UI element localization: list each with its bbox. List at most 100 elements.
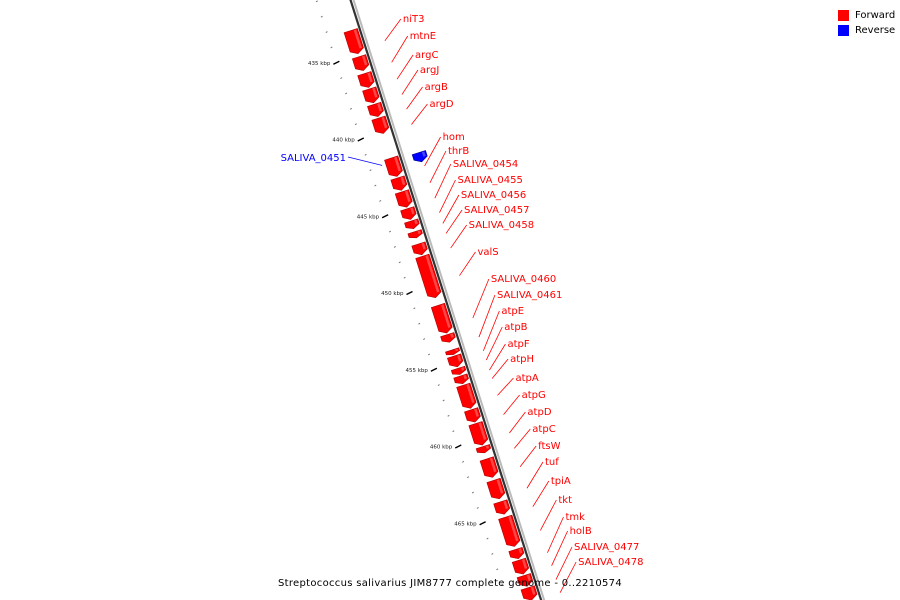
forward-gene[interactable] (351, 54, 370, 73)
minor-tick (364, 153, 367, 156)
forward-gene[interactable] (440, 332, 457, 344)
label-leader (519, 445, 537, 468)
forward-gene[interactable] (430, 302, 453, 335)
gene-label[interactable]: hom (443, 132, 465, 143)
gene-highlight (521, 559, 528, 569)
gene-body (411, 241, 428, 256)
gene-label[interactable]: atpG (522, 390, 546, 401)
forward-gene[interactable] (468, 421, 489, 447)
forward-gene[interactable] (486, 477, 506, 501)
legend: Forward Reverse (838, 8, 895, 38)
forward-gene[interactable] (493, 499, 511, 517)
forward-gene[interactable] (464, 407, 481, 425)
gene-label[interactable]: atpB (504, 322, 527, 333)
gene-label[interactable]: SALIVA_0477 (574, 542, 639, 553)
label-leader (555, 546, 573, 580)
forward-gene[interactable] (367, 101, 384, 119)
backbone-shadow (352, 0, 546, 600)
forward-gene[interactable] (475, 444, 492, 455)
gene-label[interactable]: SALIVA_0460 (491, 274, 556, 285)
gene-body (453, 373, 469, 384)
gene-body (447, 353, 464, 368)
gene-label[interactable]: tmk (565, 512, 585, 523)
forward-gene[interactable] (371, 115, 390, 136)
gene-label[interactable]: atpC (532, 424, 555, 435)
minor-tick (379, 199, 382, 202)
gene-label[interactable]: SALIVA_0454 (453, 159, 518, 170)
gene-label[interactable]: SALIVA_0455 (457, 175, 522, 186)
forward-gene[interactable] (447, 353, 464, 369)
gene-label[interactable]: tpiA (551, 476, 571, 487)
forward-gene[interactable] (445, 347, 461, 357)
gene-label[interactable]: tuf (545, 457, 559, 468)
gene-label[interactable]: niT3 (403, 14, 425, 25)
label-leader (450, 224, 468, 249)
forward-gene[interactable] (407, 229, 423, 240)
gene-highlight (503, 500, 509, 509)
forward-gene[interactable] (394, 189, 413, 210)
major-tick (406, 290, 413, 296)
gene-highlight (485, 445, 490, 449)
forward-gene[interactable] (450, 365, 467, 376)
gene-label[interactable]: valS (477, 247, 498, 258)
gene-label[interactable]: SALIVA_0461 (497, 290, 562, 301)
label-leader (424, 136, 441, 167)
forward-gene[interactable] (508, 546, 525, 560)
gene-label[interactable]: argD (429, 99, 453, 110)
forward-gene[interactable] (357, 71, 376, 89)
minor-tick (447, 414, 450, 417)
gene-label[interactable]: SALIVA_0451 (281, 153, 346, 164)
gene-label[interactable]: atpD (527, 407, 551, 418)
label-leader (482, 310, 500, 352)
gene-label[interactable]: atpF (507, 339, 529, 350)
forward-gene[interactable] (520, 585, 538, 600)
gene-highlight (441, 304, 451, 328)
forward-gene[interactable] (498, 514, 522, 548)
gene-label[interactable]: SALIVA_0458 (469, 220, 534, 231)
label-leader (478, 294, 496, 338)
gene-label[interactable]: ftsW (538, 441, 560, 452)
backbone-line (349, 0, 543, 600)
forward-gene[interactable] (404, 218, 421, 231)
gene-label[interactable]: SALIVA_0457 (464, 205, 529, 216)
gene-label[interactable]: holB (570, 526, 592, 537)
forward-gene[interactable] (456, 382, 478, 410)
gene-label[interactable]: tkt (558, 495, 572, 506)
forward-gene[interactable] (516, 573, 534, 588)
gene-label[interactable]: SALIVA_0456 (461, 190, 526, 201)
gene-body (430, 302, 453, 334)
gene-body (479, 456, 499, 478)
forward-gene[interactable] (511, 557, 530, 576)
forward-gene[interactable] (390, 175, 408, 193)
gene-highlight (381, 116, 388, 129)
forward-gene[interactable] (411, 241, 429, 257)
tick-label: 450 kbp (381, 291, 404, 297)
forward-gene[interactable] (415, 253, 443, 300)
label-leader (513, 428, 531, 449)
gene-label[interactable]: atpA (515, 373, 538, 384)
forward-gene[interactable] (343, 28, 365, 56)
label-leader (347, 156, 383, 166)
gene-label[interactable]: atpE (501, 306, 524, 317)
gene-label[interactable]: argC (415, 50, 438, 61)
gene-highlight (508, 516, 519, 542)
forward-gene[interactable] (362, 86, 381, 105)
gene-body (411, 150, 428, 163)
gene-label[interactable]: SALIVA_0478 (578, 557, 643, 568)
major-tick (430, 367, 438, 372)
gene-label[interactable]: argB (425, 82, 448, 93)
label-leader (434, 163, 452, 199)
gene-label[interactable]: thrB (448, 146, 469, 157)
gene-label[interactable]: atpH (510, 354, 534, 365)
gene-highlight (526, 574, 532, 582)
gene-highlight (421, 151, 426, 157)
forward-color-swatch (838, 10, 849, 21)
reverse-gene[interactable] (411, 150, 428, 164)
gene-label[interactable]: mtnE (410, 31, 436, 42)
forward-gene[interactable] (453, 373, 470, 386)
forward-gene[interactable] (479, 456, 499, 480)
forward-gene[interactable] (400, 206, 418, 222)
forward-gene[interactable] (384, 155, 404, 179)
gene-label[interactable]: argJ (420, 65, 439, 76)
